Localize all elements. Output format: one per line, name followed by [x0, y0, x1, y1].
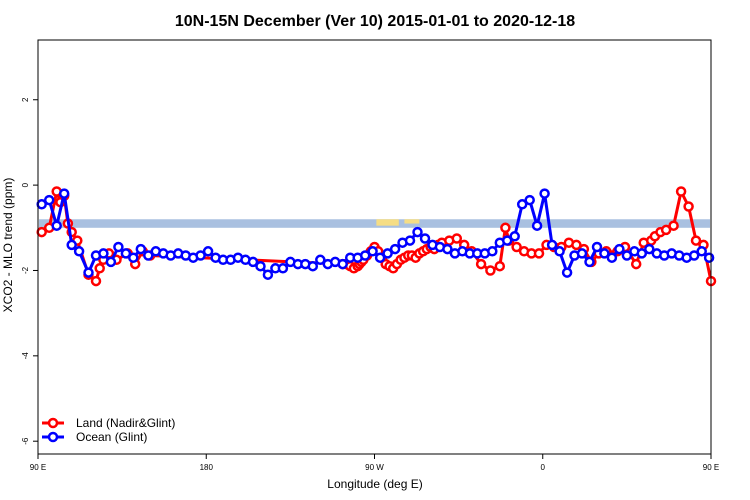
- series-0-point-72: [630, 258, 642, 270]
- legend: Land (Nadir&Glint) Ocean (Glint): [42, 416, 175, 444]
- series-1-point-32: [277, 263, 289, 274]
- y-tick-label-2: -2: [21, 266, 30, 274]
- series-1-point-78: [621, 250, 633, 261]
- series-1-point-22: [202, 246, 214, 257]
- series-1-point-70: [561, 267, 573, 278]
- series-1-point-47: [389, 243, 401, 255]
- series-1-point-68: [546, 239, 558, 251]
- series-0-point-77: [660, 224, 672, 236]
- series-1-point-10: [113, 241, 124, 253]
- series-1-point-65: [524, 194, 535, 206]
- axes: 90 E 180 90 W 0 90 E 2 0 -2 -4 -6: [21, 97, 719, 472]
- series-1-point-5: [73, 246, 85, 257]
- series-1-point-6: [83, 267, 94, 278]
- series-line-1: [40, 192, 711, 277]
- series-0-point-54: [500, 222, 511, 234]
- series-0-point-81: [690, 235, 702, 246]
- series-0-point-9: [90, 275, 102, 287]
- series-1-point-81: [644, 243, 655, 255]
- series-1-point-36: [307, 260, 319, 272]
- series-1-point-63: [509, 231, 520, 242]
- series-1-point-4: [66, 239, 77, 251]
- legend-ocean-label: Ocean (Glint): [76, 430, 147, 444]
- series-0-point-59: [533, 248, 545, 259]
- latitude-band: [39, 219, 710, 228]
- series-0-point-53: [494, 260, 506, 272]
- series-1-point-66: [531, 220, 543, 231]
- series-1-point-13: [135, 243, 147, 255]
- x-tick-label-2: 90 W: [365, 463, 384, 472]
- series-layer: [36, 186, 717, 287]
- series-1-point-88: [696, 246, 707, 257]
- series-1-point-40: [337, 258, 348, 270]
- series-1-point-14: [143, 250, 154, 261]
- series-1-point-75: [599, 248, 610, 259]
- series-0-point-52: [485, 265, 496, 276]
- band-ocean: [39, 219, 710, 228]
- series-0-point-78: [668, 220, 679, 231]
- series-1-point-9: [105, 256, 117, 268]
- series-1-point-50: [412, 226, 423, 238]
- series-0-point-79: [675, 186, 687, 197]
- series-1-point-3: [58, 188, 70, 199]
- y-tick-label-0: 2: [21, 97, 30, 102]
- plot-frame: [37, 39, 712, 455]
- series-0-point-64: [571, 239, 582, 251]
- y-tick-label-1: 0: [21, 182, 30, 187]
- series-1-point-54: [442, 243, 453, 255]
- x-tick-label-4: 90 E: [703, 463, 719, 472]
- series-1-point-80: [636, 248, 648, 259]
- series-1-point-45: [374, 252, 386, 263]
- series-1-point-49: [404, 235, 416, 246]
- series-1-point-51: [419, 233, 431, 244]
- series-1-point-73: [584, 256, 595, 268]
- series-line-0: [40, 190, 713, 283]
- y-axis-label: XCO2 - MLO trend (ppm): [1, 178, 15, 313]
- series-1-point-29: [255, 260, 266, 272]
- series-1-point-76: [606, 252, 618, 263]
- series-1-point-64: [516, 199, 528, 210]
- series-0-point-51: [475, 258, 487, 270]
- series-1-point-77: [614, 243, 625, 255]
- series-1-point-72: [576, 248, 588, 259]
- series-1-point-67: [539, 188, 550, 199]
- series-0-point-48: [451, 233, 463, 244]
- series-1-point-69: [554, 246, 565, 257]
- series-0-point-10: [94, 263, 105, 274]
- band-land-1: [376, 219, 399, 226]
- series-1-point-1: [43, 194, 55, 206]
- series-0-point-56: [511, 241, 522, 253]
- series-1-point-43: [359, 250, 371, 261]
- series-1-point-30: [262, 269, 274, 280]
- series-1-point-12: [128, 252, 139, 263]
- band-land-2: [404, 219, 420, 224]
- y-tick-label-3: -4: [21, 352, 30, 360]
- series-1-point-21: [195, 250, 206, 261]
- x-axis-label: Longitude (deg E): [327, 477, 422, 491]
- series-1-point-46: [382, 248, 393, 259]
- series-1-point-8: [98, 248, 109, 259]
- series-1-point-37: [315, 254, 326, 266]
- x-tick-label-1: 180: [200, 463, 214, 472]
- legend-land-label: Land (Nadir&Glint): [76, 416, 175, 430]
- legend-land-marker: [47, 417, 59, 429]
- series-1-point-89: [703, 252, 715, 263]
- legend-ocean-marker: [47, 431, 59, 443]
- series-1-point-60: [487, 246, 498, 257]
- series-1-point-11: [120, 248, 132, 259]
- x-tick-label-3: 0: [541, 463, 546, 472]
- y-tick-label-4: -6: [21, 437, 30, 445]
- series-1-point-74: [591, 241, 603, 253]
- series-1-point-2: [51, 220, 62, 231]
- chart-title: 10N-15N December (Ver 10) 2015-01-01 to …: [175, 13, 575, 30]
- series-1-point-62: [501, 235, 513, 246]
- series-1-point-44: [367, 246, 378, 257]
- x-tick-label-0: 90 E: [30, 463, 46, 472]
- series-0-point-80: [683, 201, 694, 212]
- series-1-point-87: [688, 250, 700, 261]
- series-1-point-28: [247, 256, 259, 268]
